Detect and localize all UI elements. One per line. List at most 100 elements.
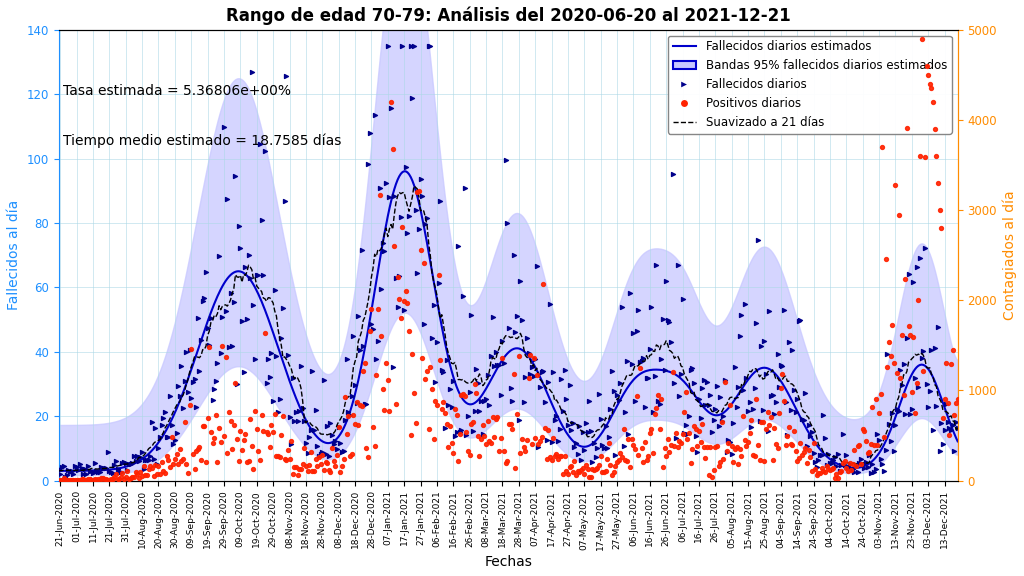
Point xyxy=(899,334,915,343)
Point xyxy=(321,465,337,475)
Point xyxy=(129,451,145,460)
Point xyxy=(260,355,276,364)
Point xyxy=(755,417,771,426)
Point xyxy=(609,458,626,467)
Point xyxy=(250,446,266,456)
Point xyxy=(601,438,617,448)
Point xyxy=(866,441,883,450)
Point xyxy=(694,420,711,429)
Point xyxy=(642,344,658,354)
Point xyxy=(663,441,679,450)
Point xyxy=(624,359,640,369)
Point xyxy=(897,409,913,418)
Point xyxy=(856,463,872,472)
Point xyxy=(932,446,948,456)
Point xyxy=(768,439,784,449)
Point xyxy=(355,342,372,351)
Point xyxy=(831,467,848,476)
Point xyxy=(189,314,206,323)
Point xyxy=(123,460,139,469)
Point xyxy=(787,407,804,416)
Point xyxy=(594,468,610,477)
Point xyxy=(547,452,563,461)
Point xyxy=(229,434,246,443)
Point xyxy=(375,238,391,248)
Point xyxy=(913,34,930,43)
Point xyxy=(460,411,476,420)
Point xyxy=(78,469,94,479)
Point xyxy=(457,392,473,401)
Point xyxy=(802,431,818,441)
Point xyxy=(825,455,842,464)
Point xyxy=(924,84,940,93)
Point xyxy=(98,463,115,472)
Point xyxy=(856,426,872,435)
Point xyxy=(340,411,356,420)
Point xyxy=(53,463,70,472)
Point xyxy=(450,241,466,251)
Point xyxy=(214,312,230,321)
Point xyxy=(484,413,501,422)
Point xyxy=(911,151,928,161)
Point xyxy=(376,406,392,415)
Point xyxy=(312,450,329,459)
Point xyxy=(484,312,501,321)
Point xyxy=(780,338,797,347)
Point xyxy=(147,424,164,433)
Point xyxy=(724,449,740,458)
Point xyxy=(653,394,670,403)
Point xyxy=(301,432,317,441)
Point xyxy=(528,371,545,380)
Point xyxy=(515,397,531,407)
Point xyxy=(805,448,821,457)
Point xyxy=(525,372,542,381)
Point xyxy=(618,457,635,466)
Point xyxy=(883,352,899,361)
Point xyxy=(391,295,408,304)
Point xyxy=(676,428,692,437)
Point xyxy=(509,312,525,321)
Point xyxy=(864,459,881,468)
Point xyxy=(820,449,837,458)
Point xyxy=(493,391,509,400)
Point xyxy=(348,398,365,407)
Point xyxy=(842,458,858,468)
Point xyxy=(588,452,604,461)
Point xyxy=(137,455,154,464)
Point xyxy=(139,456,156,465)
Point xyxy=(902,331,919,340)
Point xyxy=(517,373,534,382)
Point xyxy=(417,374,433,384)
Point xyxy=(892,373,908,382)
Point xyxy=(626,329,642,338)
Point xyxy=(419,213,435,222)
Point xyxy=(327,461,343,471)
Point xyxy=(599,455,615,464)
Point xyxy=(370,304,386,313)
Point xyxy=(283,436,299,445)
Point xyxy=(593,452,609,461)
Point xyxy=(933,223,949,233)
Point xyxy=(142,451,159,460)
Point xyxy=(386,191,402,200)
Point xyxy=(440,442,457,452)
Point xyxy=(887,420,903,430)
Point xyxy=(414,191,430,200)
Point xyxy=(812,450,828,460)
Point xyxy=(780,422,797,431)
Point xyxy=(823,458,840,467)
Point xyxy=(304,366,321,376)
Point xyxy=(388,273,404,282)
Point xyxy=(779,430,796,439)
Point xyxy=(894,330,910,339)
Point xyxy=(350,312,367,321)
Point xyxy=(124,458,140,467)
Point xyxy=(794,450,810,460)
Point xyxy=(834,461,850,470)
Point xyxy=(758,370,774,379)
Point xyxy=(66,475,82,484)
Point xyxy=(776,396,793,405)
Point xyxy=(519,334,536,343)
Point xyxy=(531,436,548,445)
Point xyxy=(720,435,736,445)
